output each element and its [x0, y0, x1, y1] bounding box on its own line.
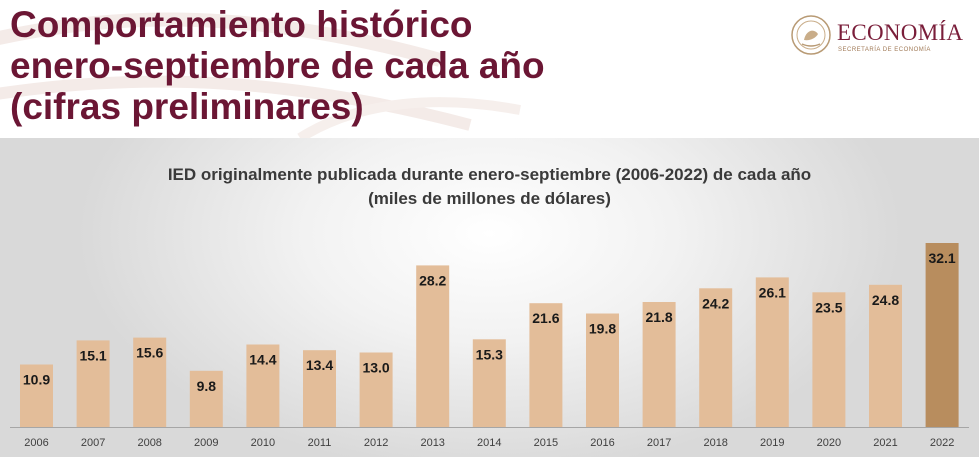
data-label-2009: 9.8: [197, 378, 217, 394]
data-label-2007: 15.1: [79, 347, 106, 363]
tick-label-2021: 2021: [873, 437, 897, 449]
data-label-2006: 10.9: [23, 372, 50, 388]
tick-label-2008: 2008: [137, 437, 161, 449]
tick-label-2015: 2015: [534, 437, 558, 449]
tick-label-2011: 2011: [308, 437, 332, 449]
bar-2016: [586, 313, 619, 427]
data-label-2008: 15.6: [136, 345, 163, 361]
bar-2011: [303, 350, 336, 427]
bar-2013: [416, 265, 450, 427]
bar-2021: [869, 284, 902, 427]
tick-label-2010: 2010: [251, 437, 275, 449]
data-label-2010: 14.4: [249, 352, 276, 368]
data-label-2014: 15.3: [476, 346, 503, 362]
tick-label-2009: 2009: [194, 437, 218, 449]
chart-title: IED originalmente publicada durante ener…: [167, 165, 812, 184]
data-label-2013: 28.2: [419, 272, 446, 288]
chart-subtitle: (miles de millones de dólares): [368, 189, 611, 208]
tick-label-2007: 2007: [81, 437, 105, 449]
page-title: Comportamiento histórico enero-septiembr…: [10, 4, 545, 127]
logo-subtitle: SECRETARÍA DE ECONOMÍA: [838, 47, 931, 53]
bar-2008: [133, 337, 167, 427]
tick-label-2013: 2013: [420, 437, 444, 449]
data-label-2018: 24.2: [702, 295, 729, 311]
bar-2022: [925, 243, 959, 427]
data-label-2015: 21.6: [532, 310, 559, 326]
data-label-2011: 13.4: [306, 357, 333, 373]
coat-of-arms-icon: [791, 15, 831, 55]
logo-name: ECONOMÍA: [837, 20, 964, 45]
data-label-2016: 19.8: [589, 321, 616, 337]
data-label-2019: 26.1: [759, 284, 786, 300]
tick-label-2006: 2006: [24, 437, 48, 449]
bar-2019: [755, 277, 789, 427]
tick-label-2016: 2016: [590, 437, 614, 449]
decorative-background: [0, 12, 521, 138]
bar-2017: [642, 302, 676, 427]
bar-2020: [812, 292, 846, 427]
tick-label-2022: 2022: [930, 437, 954, 449]
data-label-2022: 32.1: [928, 250, 955, 266]
bar-2018: [699, 288, 733, 427]
data-label-2012: 13.0: [362, 360, 389, 376]
bar-2007: [76, 340, 110, 427]
data-label-2021: 24.8: [872, 292, 899, 308]
data-label-2020: 23.5: [815, 299, 842, 315]
tick-label-2014: 2014: [477, 437, 501, 449]
header: Comportamiento histórico enero-septiembr…: [0, 0, 979, 138]
tick-label-2018: 2018: [703, 437, 727, 449]
bar-2015: [529, 303, 563, 427]
bar-2014: [472, 339, 506, 427]
data-label-2017: 21.8: [645, 309, 672, 325]
bar-2009: [189, 370, 223, 427]
bar-2010: [246, 344, 280, 427]
bar-2012: [359, 352, 393, 427]
tick-label-2020: 2020: [817, 437, 841, 449]
economia-logo: ECONOMÍA SECRETARÍA DE ECONOMÍA: [790, 14, 975, 64]
tick-label-2017: 2017: [647, 437, 671, 449]
tick-label-2012: 2012: [364, 437, 388, 449]
tick-label-2019: 2019: [760, 437, 784, 449]
bar-2006: [20, 364, 53, 427]
